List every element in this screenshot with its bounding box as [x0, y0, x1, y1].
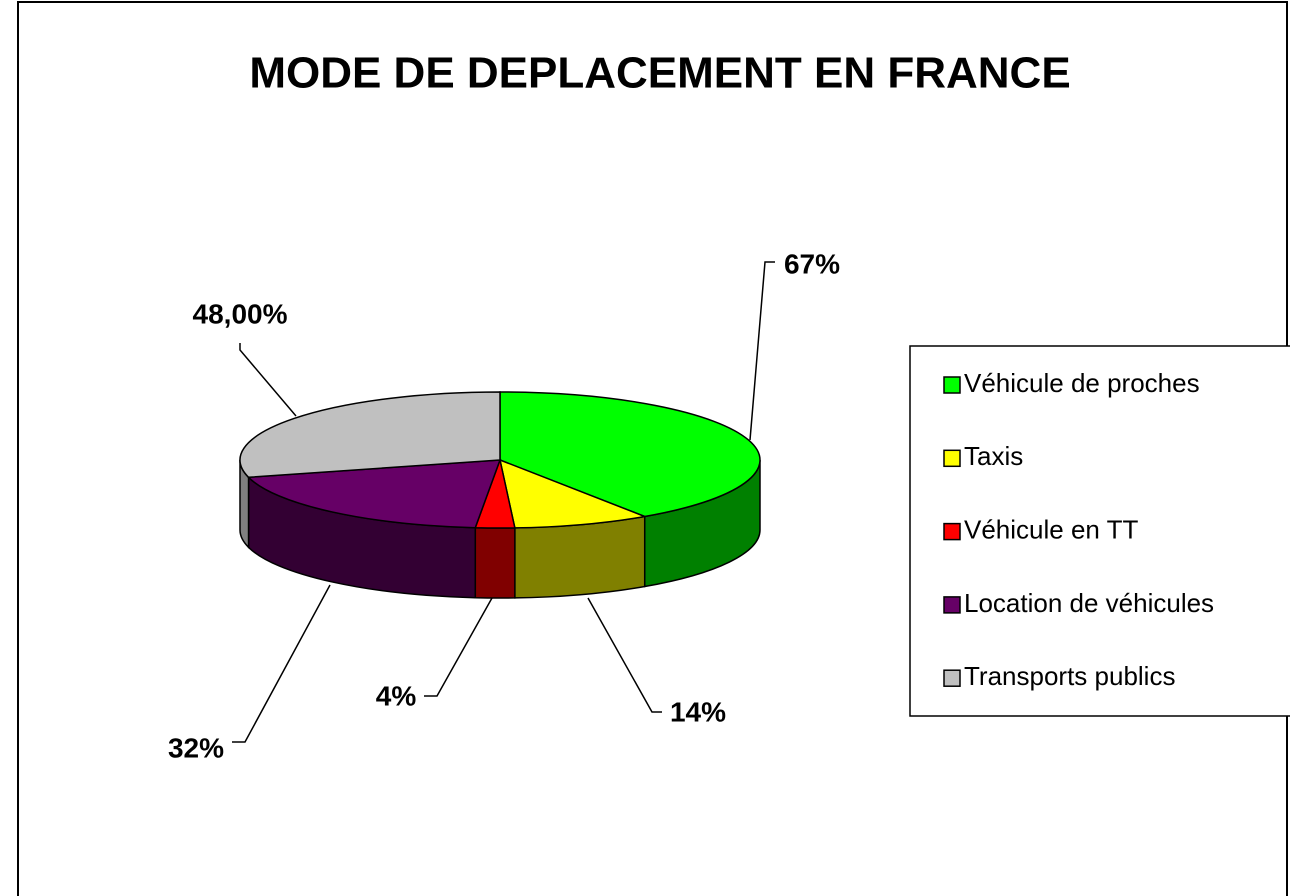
data-label: 4%	[376, 680, 417, 711]
legend-swatch	[943, 522, 961, 541]
pie-slice	[239, 391, 501, 479]
legend-swatch	[943, 596, 961, 614]
legend-swatch	[943, 376, 961, 394]
pie-slice-side	[474, 526, 516, 599]
pie-slice	[498, 458, 648, 529]
data-label: 67%	[784, 248, 840, 279]
legend-swatch	[943, 449, 961, 468]
pie-slice	[246, 459, 502, 529]
leader-line	[239, 343, 297, 417]
legend-swatch	[943, 669, 961, 687]
legend-label: Véhicule de proches	[964, 368, 1200, 398]
legend-label: Location de véhicules	[964, 588, 1214, 618]
legend-box	[909, 345, 1290, 717]
leader-line	[232, 584, 331, 743]
pie-slice-side	[514, 515, 646, 599]
chart-title: MODE DE DEPLACEMENT EN FRANCE	[249, 49, 1070, 98]
leader-line	[424, 597, 493, 697]
data-label: 32%	[168, 732, 224, 763]
data-label: 14%	[670, 696, 726, 727]
legend-label: Taxis	[964, 441, 1023, 471]
legend-label: Véhicule en TT	[964, 514, 1139, 544]
leader-line	[587, 597, 662, 713]
legend-label: Transports publics	[964, 661, 1175, 691]
data-label: 48,00%	[193, 298, 288, 329]
leader-line	[749, 261, 775, 441]
